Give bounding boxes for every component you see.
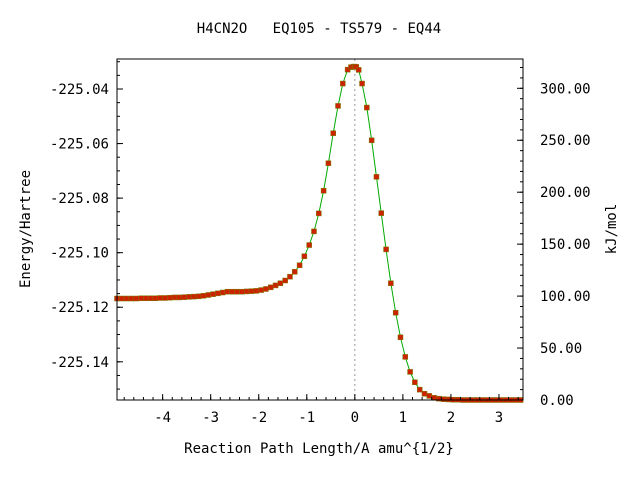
y-tick-label: -225.08 <box>50 191 109 207</box>
x-tick-label: 0 <box>351 410 359 426</box>
data-point <box>335 103 341 109</box>
data-point <box>373 174 380 180</box>
data-point <box>306 242 312 248</box>
data-point <box>378 210 385 216</box>
secondary-y-axis-label: kJ/mol <box>604 204 620 255</box>
data-point <box>195 293 202 300</box>
y-tick-label: -225.12 <box>50 300 109 316</box>
data-point <box>287 273 293 280</box>
y-tick-label: -225.14 <box>50 355 109 371</box>
data-point <box>167 294 173 301</box>
data-point <box>205 292 212 298</box>
data-point <box>200 293 207 299</box>
y-tick-label: -225.06 <box>50 137 109 153</box>
data-point <box>157 295 163 301</box>
data-point <box>138 295 144 301</box>
data-point <box>239 288 245 295</box>
data-point <box>268 284 274 291</box>
data-point <box>191 293 197 300</box>
data-point <box>215 290 221 297</box>
data-point <box>383 246 389 253</box>
data-point <box>421 390 428 397</box>
data-point <box>388 280 394 286</box>
x-tick-label: -1 <box>298 410 315 426</box>
x-tick-label: 1 <box>399 410 407 426</box>
data-point <box>397 334 404 341</box>
data-point <box>282 277 288 284</box>
data-point <box>133 295 139 302</box>
y2-tick-label: 100.00 <box>540 289 591 305</box>
data-point <box>219 289 226 296</box>
data-point <box>152 295 159 301</box>
y-axis-label: Energy/Hartree <box>18 170 34 288</box>
data-point <box>416 386 423 393</box>
data-point <box>277 280 284 286</box>
y2-tick-label: 150.00 <box>540 237 591 253</box>
data-point <box>243 288 250 295</box>
data-point <box>316 210 322 217</box>
data-point <box>234 288 240 295</box>
y2-tick-label: 200.00 <box>540 185 591 201</box>
data-point <box>224 288 231 295</box>
data-point <box>311 228 317 235</box>
data-point <box>296 262 303 268</box>
data-point <box>181 294 188 300</box>
data-point <box>292 269 298 275</box>
y2-tick-label: 50.00 <box>540 341 582 357</box>
data-point <box>176 294 183 301</box>
data-point <box>272 282 279 289</box>
data-points <box>114 63 524 403</box>
data-point <box>171 294 178 301</box>
data-point <box>392 309 399 316</box>
data-point <box>440 396 447 402</box>
x-tick-label: -3 <box>202 410 219 426</box>
x-tick-label: -2 <box>250 410 267 426</box>
x-axis-label: Reaction Path Length/A amu^{1/2} <box>184 441 454 457</box>
x-tick-label: -4 <box>154 410 171 426</box>
data-point <box>407 369 413 375</box>
data-point <box>147 295 154 301</box>
data-point <box>162 295 168 301</box>
chart-title: H4CN2O EQ105 - TS579 - EQ44 <box>197 21 441 37</box>
data-point <box>340 80 346 87</box>
series-line <box>117 66 521 401</box>
data-point <box>359 80 365 87</box>
data-point <box>368 137 375 144</box>
data-point <box>320 188 327 194</box>
y2-tick-label: 250.00 <box>540 133 591 149</box>
data-point <box>229 288 236 295</box>
data-point <box>426 393 433 399</box>
y-tick-label: -225.04 <box>50 82 109 98</box>
data-point <box>412 379 418 386</box>
data-point <box>364 104 370 111</box>
x-tick-label: 3 <box>495 410 503 426</box>
y2-tick-label: 0.00 <box>540 393 574 409</box>
data-point <box>143 295 149 301</box>
data-point <box>248 288 255 294</box>
data-point <box>119 295 125 302</box>
data-point <box>253 288 260 294</box>
data-point <box>258 287 264 293</box>
data-point <box>325 160 332 166</box>
data-point <box>263 286 269 292</box>
y2-tick-label: 300.00 <box>540 81 591 97</box>
reaction-path-curve <box>117 66 521 401</box>
data-point <box>186 294 192 300</box>
data-point <box>301 253 308 259</box>
y-tick-label: -225.10 <box>50 246 109 262</box>
axis-ticks: -4 -3 -2 -1 0 1 2 3 -225.04 -225.06 -225.08 -225.10… <box>50 61 591 426</box>
data-point <box>123 295 130 302</box>
x-tick-label: 2 <box>447 410 455 426</box>
data-point <box>210 291 216 297</box>
data-point <box>355 67 362 73</box>
data-point <box>128 295 135 302</box>
data-point <box>330 130 336 136</box>
data-point <box>445 396 452 403</box>
data-point <box>402 354 409 360</box>
plot-frame <box>116 58 524 401</box>
